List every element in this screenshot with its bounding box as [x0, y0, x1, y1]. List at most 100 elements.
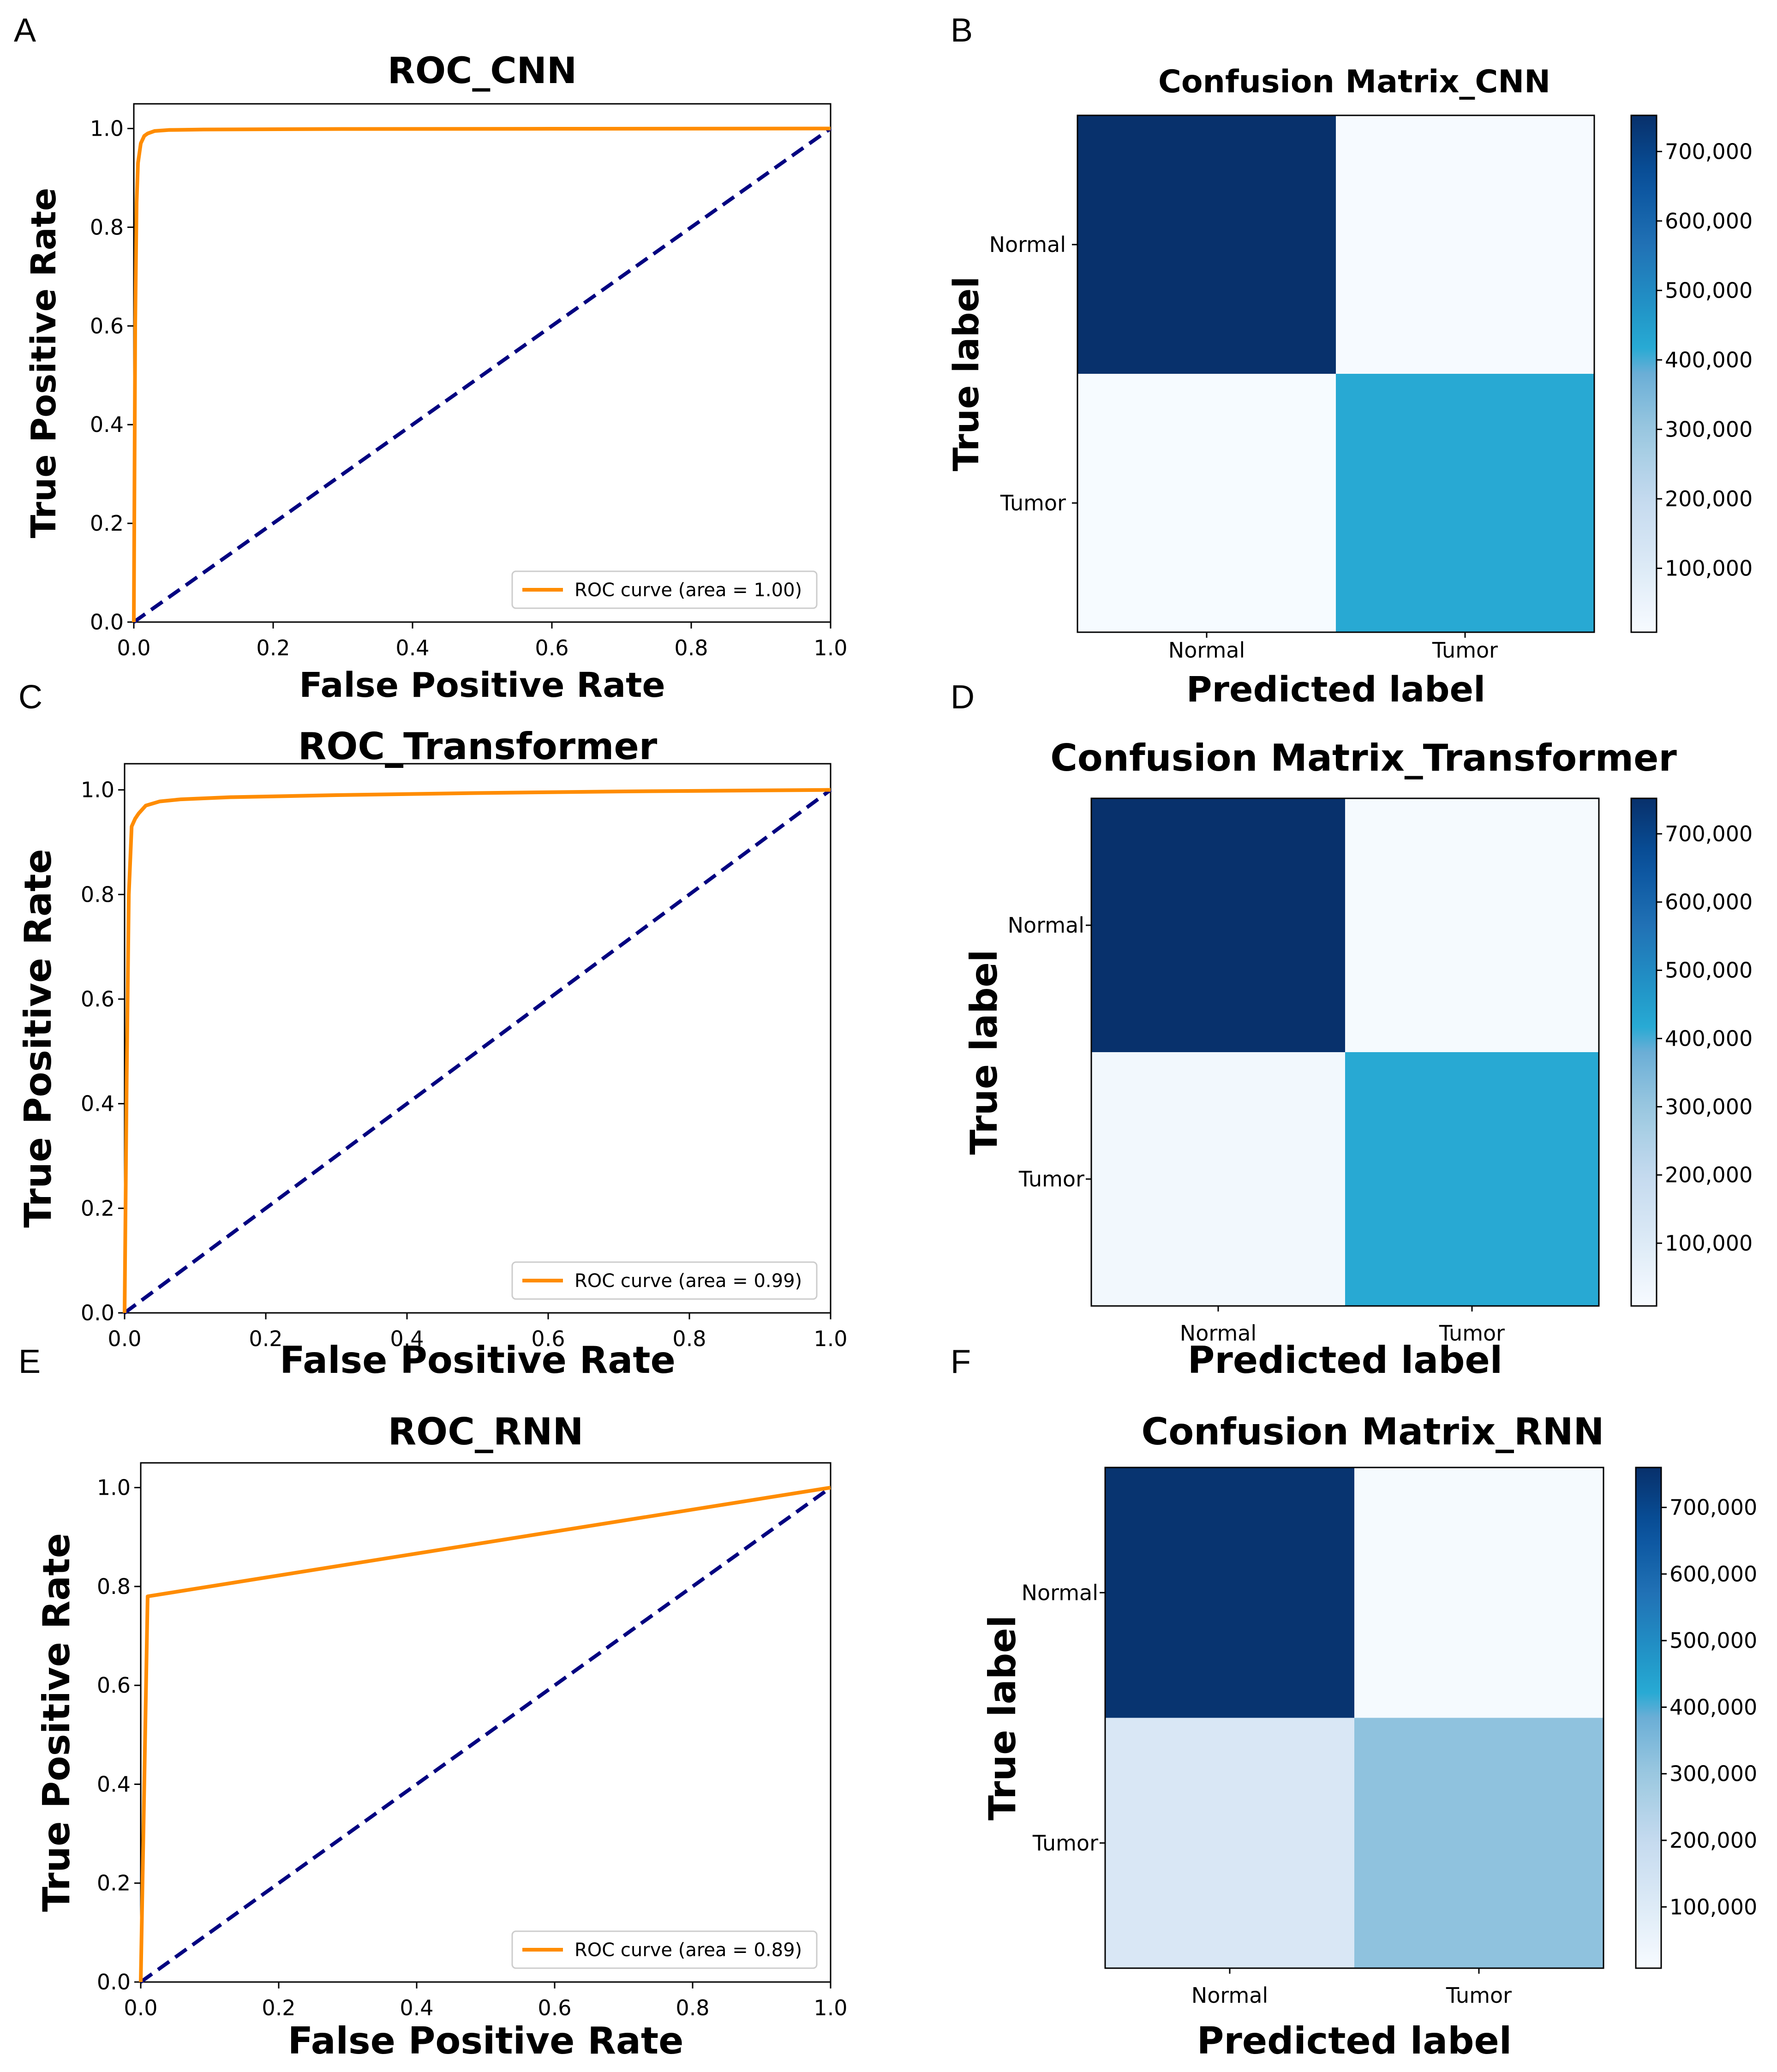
plot-frame: [133, 103, 832, 623]
confusion-matrix-rnn-chart: Normal Tumor Normal Tumor 100,000 200,000 300,…: [981, 1410, 1757, 2062]
matrix-cell: [1105, 1718, 1354, 1968]
y-tick-label: 0.4: [97, 1772, 131, 1797]
x-tick-label: 0.4: [395, 635, 429, 660]
y-tick-label: 1.0: [81, 778, 114, 802]
row-label: Tumor: [1018, 1167, 1084, 1192]
y-axis-label: True Positive Rate: [24, 188, 64, 538]
x-tick-label: 0.2: [256, 635, 290, 660]
colorbar-tick-label: 500,000: [1669, 1628, 1757, 1653]
x-tick-label: 0.8: [676, 1995, 709, 2020]
matrix-cell: [1336, 115, 1594, 374]
colorbar: [1630, 114, 1657, 633]
x-axis-label: False Positive Rate: [299, 665, 665, 705]
y-tick-label: 0.2: [81, 1196, 114, 1221]
matrix-cell: [1091, 1052, 1345, 1306]
y-axis-label: True label: [945, 276, 987, 471]
chance-diagonal-line: [123, 788, 832, 1315]
colorbar-tick-label: 500,000: [1665, 278, 1753, 303]
legend-label: ROC curve (area = 0.99): [574, 1270, 802, 1292]
roc-rnn-chart: 0.0 0.2 0.4 0.6 0.8 1.0 0.0 0.2 0.4 0.6 0.8 1.0 ROC …: [35, 1410, 848, 2062]
x-tick-label: 1.0: [814, 1326, 847, 1351]
x-tick-label: 0.4: [400, 1995, 433, 2020]
colorbar-tick-label: 100,000: [1669, 1894, 1757, 1919]
legend-label: ROC curve (area = 0.89): [574, 1940, 802, 1961]
colorbar: [1635, 1467, 1662, 1969]
matrix-cell: [1345, 1052, 1599, 1306]
matrix-cell: [1345, 798, 1599, 1052]
y-axis-label: True label: [963, 950, 1005, 1155]
colorbar-tick-label: 400,000: [1665, 1026, 1753, 1051]
col-label: Normal: [1191, 1983, 1268, 2008]
roc-curve-line: [139, 1485, 831, 1982]
x-tick-label: 1.0: [814, 1995, 847, 2020]
x-tick-label: 0.4: [390, 1326, 424, 1351]
panel-letter-f: F: [951, 1343, 971, 1380]
panel-letter-c: C: [18, 679, 42, 716]
colorbar-tick-label: 600,000: [1669, 1562, 1757, 1587]
y-tick-label: 0.2: [97, 1871, 131, 1896]
colorbar-tick-label: 300,000: [1665, 417, 1753, 442]
chart-title: Confusion Matrix_Transformer: [1050, 737, 1677, 779]
y-tick-label: 0.0: [81, 1300, 114, 1325]
x-axis-label: Predicted label: [1197, 2019, 1512, 2062]
roc-curve-line: [123, 788, 831, 1313]
y-axis-label: True label: [981, 1615, 1024, 1820]
panel-letter-d: D: [951, 679, 975, 716]
legend-box: [511, 1261, 818, 1300]
matrix-cell: [1105, 1467, 1354, 1718]
x-tick-label: 0.8: [672, 1326, 706, 1351]
y-axis-label: True Positive Rate: [17, 849, 60, 1228]
colorbar-tick-label: 700,000: [1665, 821, 1753, 846]
colorbar-tick-label: 300,000: [1669, 1761, 1757, 1786]
chart-title: ROC_Transformer: [298, 725, 658, 768]
col-label: Tumor: [1446, 1983, 1512, 2008]
colorbar-tick-label: 200,000: [1669, 1828, 1757, 1853]
row-label: Normal: [1008, 913, 1084, 938]
panel-letter-a: A: [14, 12, 36, 49]
matrix-cell: [1354, 1467, 1603, 1718]
col-label: Normal: [1180, 1321, 1256, 1346]
col-label: Tumor: [1439, 1321, 1505, 1346]
x-tick-label: 0.2: [262, 1995, 295, 2020]
colorbar-tick-label: 100,000: [1665, 1231, 1753, 1256]
x-tick-label: 0.0: [117, 635, 150, 660]
matrix-cell: [1091, 798, 1345, 1052]
colorbar-tick-label: 400,000: [1665, 347, 1753, 372]
colorbar-tick-label: 700,000: [1669, 1495, 1757, 1520]
x-axis-label: False Positive Rate: [288, 2019, 684, 2062]
matrix-cell: [1354, 1718, 1603, 1968]
plot-frame: [140, 1462, 832, 1983]
y-tick-label: 0.8: [90, 215, 124, 240]
y-tick-label: 0.8: [97, 1574, 131, 1599]
y-axis-label: True Positive Rate: [35, 1533, 78, 1912]
matrix-cell: [1077, 374, 1336, 632]
row-label: Normal: [989, 232, 1066, 257]
colorbar-tick-label: 300,000: [1665, 1094, 1753, 1119]
x-axis-label: False Positive Rate: [280, 1339, 676, 1382]
panel-letter-e: E: [18, 1343, 41, 1380]
colorbar-tick-label: 200,000: [1665, 1162, 1753, 1187]
plot-frame: [124, 763, 832, 1314]
colorbar: [1630, 797, 1657, 1307]
panel-letter-b: B: [951, 12, 973, 49]
y-tick-label: 1.0: [97, 1475, 131, 1500]
y-tick-label: 0.2: [90, 511, 124, 536]
y-tick-label: 0.6: [97, 1673, 131, 1698]
colorbar-tick-label: 200,000: [1665, 486, 1753, 511]
x-tick-label: 0.6: [531, 1326, 565, 1351]
chart-title: Confusion Matrix_CNN: [1158, 64, 1550, 100]
row-label: Normal: [1022, 1580, 1098, 1605]
roc-curve-line: [132, 126, 831, 623]
col-label: Tumor: [1432, 638, 1498, 663]
matrix-cell: [1336, 374, 1594, 632]
col-label: Normal: [1168, 638, 1245, 663]
chance-diagonal-line: [132, 127, 832, 624]
y-tick-label: 0.8: [81, 882, 114, 907]
x-tick-label: 0.2: [249, 1326, 282, 1351]
colorbar-tick-label: 100,000: [1665, 556, 1753, 581]
x-tick-label: 0.8: [674, 635, 708, 660]
colorbar-tick-label: 600,000: [1665, 209, 1753, 234]
x-tick-label: 0.0: [124, 1995, 157, 2020]
row-label: Tumor: [1032, 1831, 1098, 1856]
